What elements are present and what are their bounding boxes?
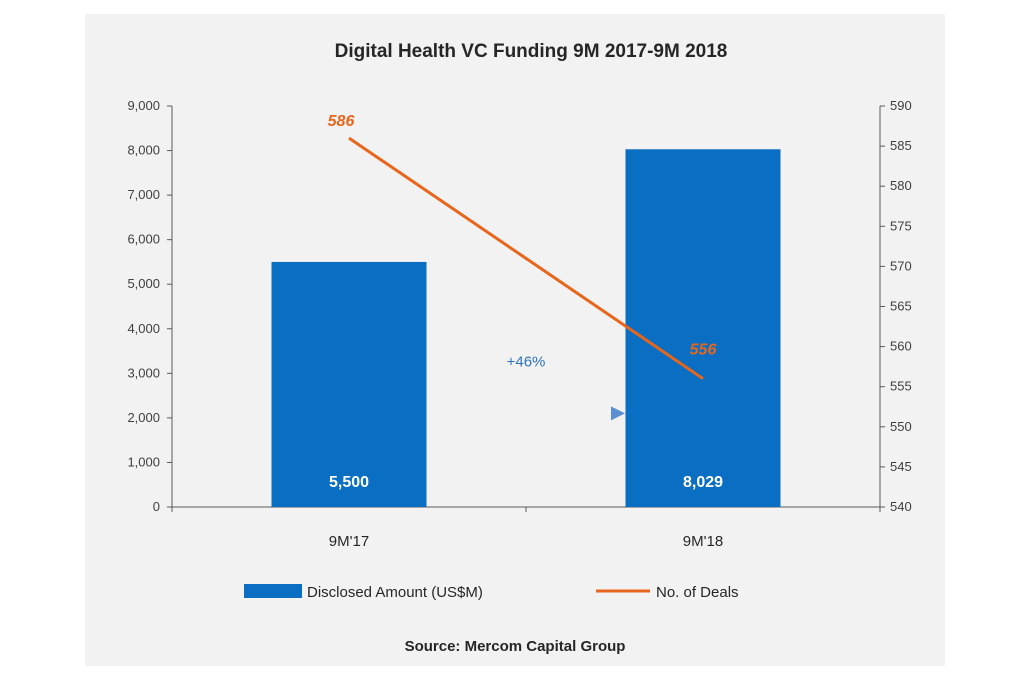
deals-line: 586 556 (328, 113, 717, 380)
legend: Disclosed Amount (US$M) No. of Deals (244, 584, 739, 601)
deals-line-path (348, 136, 704, 380)
right-tick-label: 585 (890, 138, 912, 153)
chart-title: Digital Health VC Funding 9M 2017-9M 201… (335, 41, 728, 62)
bar-value-label: 8,029 (683, 474, 723, 491)
legend-bar-swatch (244, 584, 302, 598)
right-tick-label: 555 (890, 379, 912, 394)
bar-value-label: 5,500 (329, 474, 369, 491)
right-tick-label: 580 (890, 178, 912, 193)
category-label: 9M'17 (329, 533, 369, 550)
left-tick-label: 1,000 (127, 454, 160, 469)
left-tick-label: 7,000 (127, 187, 160, 202)
deals-value-label: 556 (690, 342, 717, 359)
right-tick-label: 590 (890, 98, 912, 113)
left-axis: 0 1,000 2,000 3,000 4,000 5,000 6,000 7,000 8,00… (127, 98, 172, 514)
left-tick-label: 2,000 (127, 410, 160, 425)
deals-value-label: 586 (328, 113, 355, 130)
bars: 5,500 8,029 (271, 149, 781, 508)
left-tick-label: 0 (153, 499, 160, 514)
chart-panel (85, 14, 945, 666)
right-tick-label: 560 (890, 339, 912, 354)
legend-bar-label: Disclosed Amount (US$M) (307, 584, 483, 601)
category-label: 9M'18 (683, 533, 723, 550)
left-tick-label: 9,000 (127, 98, 160, 113)
left-tick-label: 8,000 (127, 143, 160, 158)
bar (271, 261, 427, 507)
right-axis: 540 545 550 555 560 565 570 575 580 585 590 (880, 98, 912, 514)
left-tick-label: 5,000 (127, 276, 160, 291)
source-note: Source: Mercom Capital Group (405, 638, 626, 655)
left-tick-label: 6,000 (127, 232, 160, 247)
growth-label: +46% (507, 354, 546, 371)
bar (625, 149, 781, 508)
right-tick-label: 570 (890, 258, 912, 273)
right-tick-label: 550 (890, 419, 912, 434)
growth-arrowhead (611, 406, 625, 421)
left-tick-label: 3,000 (127, 365, 160, 380)
growth-annotation: +46% (434, 354, 625, 421)
left-tick-label: 4,000 (127, 321, 160, 336)
right-tick-label: 545 (890, 459, 912, 474)
right-tick-label: 565 (890, 299, 912, 314)
category-labels: 9M'17 9M'18 (329, 533, 723, 550)
right-tick-label: 540 (890, 499, 912, 514)
legend-line-label: No. of Deals (656, 584, 739, 601)
right-tick-label: 575 (890, 218, 912, 233)
